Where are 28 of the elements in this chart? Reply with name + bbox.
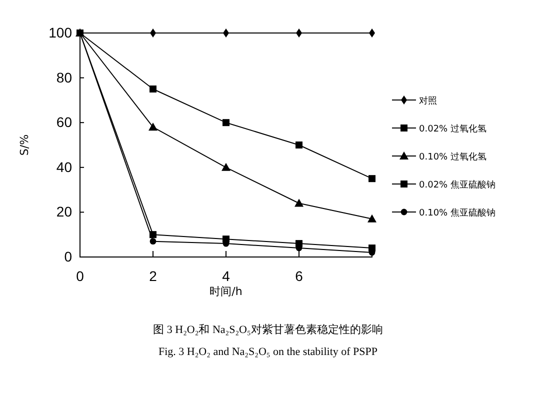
point bbox=[148, 122, 158, 131]
y-tick-label: 0 bbox=[64, 248, 72, 264]
legend-label: 0.10% 焦亚硫酸钠 bbox=[419, 208, 496, 218]
x-tick-label: 2 bbox=[149, 268, 158, 284]
y-tick-label: 40 bbox=[56, 158, 72, 175]
y-axis-title: S/% bbox=[18, 134, 31, 156]
point bbox=[150, 86, 156, 92]
y-tick-label: 80 bbox=[56, 69, 72, 86]
x-tick-label: 4 bbox=[222, 268, 230, 284]
legend-label: 对照 bbox=[419, 96, 437, 106]
point bbox=[222, 119, 230, 126]
y-tick-label: 100 bbox=[48, 24, 72, 40]
caption: Fig. 3 H₂O₂ and Na₂S₂O₅ on the stability of PSPP bbox=[158, 346, 378, 358]
x-tick-label: 6 bbox=[295, 268, 304, 284]
point bbox=[296, 142, 302, 148]
point bbox=[368, 214, 376, 222]
y-tick-label: 20 bbox=[56, 204, 72, 220]
point bbox=[222, 162, 230, 171]
legend-label: 0.10% 过氧化氢 bbox=[419, 152, 486, 162]
caption: 图 3 H₂O₂和 Na₂S₂O₅对紫甘薯色素稳定性的影响 bbox=[153, 323, 383, 336]
legend-label: 0.02% 焦亚硫酸钠 bbox=[419, 180, 496, 190]
x-tick-label: 0 bbox=[76, 268, 84, 284]
x-axis-title: 时间/h bbox=[210, 285, 242, 298]
point bbox=[294, 198, 304, 207]
y-tick-label: 60 bbox=[56, 114, 72, 130]
point bbox=[368, 175, 376, 182]
legend-label: 0.02% 过氧化氢 bbox=[419, 124, 486, 134]
point bbox=[150, 238, 156, 245]
